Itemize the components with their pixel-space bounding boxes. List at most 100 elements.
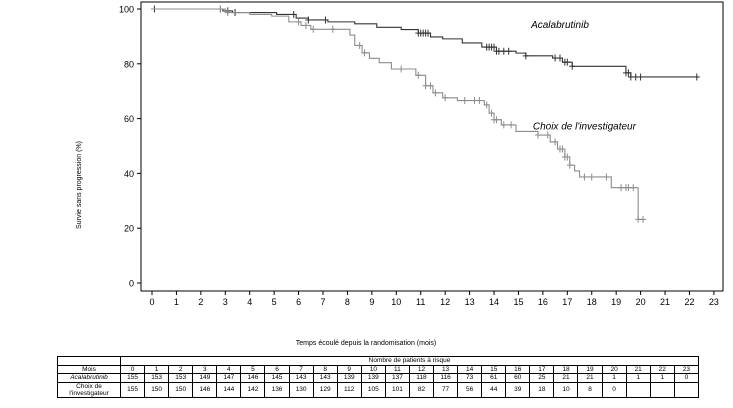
table-header-cell: 16 bbox=[505, 364, 531, 374]
table-header-cell: 6 bbox=[264, 364, 290, 374]
censor-mark bbox=[432, 89, 439, 97]
table-header-cell: 11 bbox=[384, 364, 410, 374]
x-tick-label: 22 bbox=[684, 297, 694, 307]
y-tick-label: 20 bbox=[124, 224, 134, 234]
censor-mark bbox=[522, 52, 529, 60]
table-cell: 143 bbox=[288, 373, 314, 383]
table-cell: 146 bbox=[240, 373, 266, 383]
table-cell: 143 bbox=[312, 373, 338, 383]
y-tick-label: 100 bbox=[119, 5, 134, 15]
x-tick-label: 20 bbox=[636, 297, 646, 307]
x-axis-label: Temps écoulé depuis la randomisation (mo… bbox=[296, 340, 436, 347]
censor-mark bbox=[581, 173, 588, 181]
censor-mark bbox=[361, 49, 368, 57]
table-cell: 146 bbox=[192, 381, 218, 398]
x-tick-label: 21 bbox=[660, 297, 670, 307]
table-cell: 150 bbox=[144, 381, 170, 398]
table-cell: 155 bbox=[119, 373, 146, 383]
censor-mark bbox=[564, 153, 571, 161]
table-cell: 101 bbox=[384, 381, 410, 398]
censor-mark bbox=[630, 184, 637, 192]
censor-mark bbox=[302, 21, 309, 29]
x-tick-label: 0 bbox=[149, 297, 154, 307]
censor-mark bbox=[305, 16, 312, 24]
table-header-cell: 5 bbox=[240, 364, 266, 374]
table-header-cell: 3 bbox=[192, 364, 218, 374]
table-title: Nombre de patients à risque bbox=[120, 356, 699, 366]
censor-mark bbox=[425, 29, 432, 37]
table-header-label: Mois bbox=[57, 364, 121, 374]
table-cell: 21 bbox=[577, 373, 603, 383]
censor-mark bbox=[442, 94, 449, 102]
table-header-cell: 18 bbox=[553, 364, 579, 374]
table-cell: 39 bbox=[505, 381, 531, 398]
chart-axes: 0 1 2 3 4 5 6 7 8 9 10 11 12 13 14 15 16 17 18 19 20 21 22 2302… bbox=[76, 1, 724, 347]
table-cell: 153 bbox=[168, 373, 194, 383]
table-cell: 118 bbox=[408, 373, 435, 383]
censor-mark bbox=[491, 43, 498, 51]
y-tick-label: 0 bbox=[129, 279, 134, 289]
censor-mark bbox=[483, 101, 490, 109]
table-cell: 145 bbox=[264, 373, 290, 383]
censor-mark bbox=[556, 54, 563, 62]
table-cell bbox=[649, 381, 675, 398]
table-cell: 139 bbox=[336, 373, 362, 383]
censor-mark bbox=[559, 145, 566, 153]
table-header-cell: 12 bbox=[408, 364, 435, 374]
y-tick-label: 80 bbox=[124, 59, 134, 69]
censor-mark bbox=[493, 116, 500, 124]
censor-mark bbox=[415, 71, 422, 79]
x-tick-label: 6 bbox=[296, 297, 301, 307]
table-cell: 139 bbox=[360, 373, 386, 383]
table-cell: 149 bbox=[192, 373, 218, 383]
table-cell: 112 bbox=[336, 381, 362, 398]
table-cell: 153 bbox=[144, 373, 170, 383]
series-line-0 bbox=[152, 8, 700, 78]
table-header-cell: 23 bbox=[673, 364, 700, 374]
table-cell: 10 bbox=[553, 381, 579, 398]
table-header-cell: 2 bbox=[168, 364, 194, 374]
table-row: Acalabrutinib 155 153 153 149 147 146 145 143 143… bbox=[57, 373, 700, 383]
table-cell: 1 bbox=[649, 373, 675, 383]
censor-mark bbox=[505, 47, 512, 55]
x-tick-label: 11 bbox=[416, 297, 425, 307]
censor-mark bbox=[603, 173, 610, 181]
table-cell: 136 bbox=[264, 381, 290, 398]
x-tick-label: 16 bbox=[538, 297, 548, 307]
x-tick-label: 13 bbox=[465, 297, 475, 307]
table-cell: 21 bbox=[553, 373, 579, 383]
x-tick-label: 5 bbox=[272, 297, 277, 307]
x-tick-label: 12 bbox=[440, 297, 450, 307]
table-cell: 1 bbox=[625, 373, 651, 383]
table-header-cell: 10 bbox=[360, 364, 386, 374]
censor-mark bbox=[329, 25, 336, 33]
table-cell: 130 bbox=[288, 381, 314, 398]
table-title-row: Nombre de patients à risque bbox=[57, 356, 699, 366]
table-header-row: Mois 0 1 2 3 4 5 6 7 8 9 10 11 12 13 14 15 16 17 18 19 20 21 22… bbox=[57, 364, 700, 374]
table-row-label: Choix de l'investigateur bbox=[57, 381, 121, 398]
censor-mark bbox=[476, 97, 483, 105]
table-cell: 147 bbox=[216, 373, 242, 383]
chart-series bbox=[151, 5, 700, 223]
table-cell: 0 bbox=[601, 381, 627, 398]
table-cell bbox=[673, 381, 700, 398]
censor-mark bbox=[356, 41, 363, 49]
censor-mark bbox=[290, 10, 297, 18]
x-tick-label: 3 bbox=[223, 297, 228, 307]
x-tick-label: 8 bbox=[345, 297, 350, 307]
table-header-cell: 9 bbox=[336, 364, 362, 374]
table-cell: 1 bbox=[601, 373, 627, 383]
table-cell: 82 bbox=[408, 381, 435, 398]
table-row: Choix de l'investigateur 155 150 150 146 144 1… bbox=[57, 381, 700, 398]
x-tick-label: 2 bbox=[198, 297, 203, 307]
censor-mark bbox=[398, 65, 405, 73]
series-label-1: Choix de l'investigateur bbox=[533, 122, 637, 133]
table-header-cell: 19 bbox=[577, 364, 603, 374]
table-header-cell: 17 bbox=[529, 364, 555, 374]
table-header-cell: 0 bbox=[119, 364, 146, 374]
y-axis-label: Survie sans progression (%) bbox=[76, 141, 83, 229]
series-label-0: Acalabrutinib bbox=[530, 20, 589, 31]
table-header-cell: 22 bbox=[649, 364, 675, 374]
table-cell: 116 bbox=[433, 373, 459, 383]
table-cell: 25 bbox=[529, 373, 555, 383]
